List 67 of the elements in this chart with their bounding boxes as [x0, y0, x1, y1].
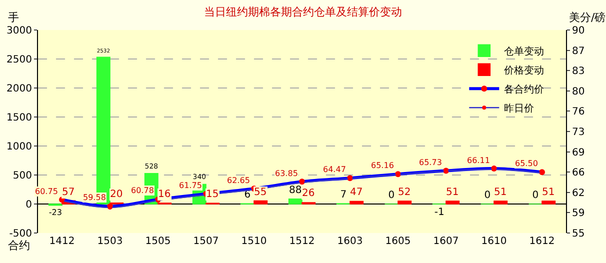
x-tick-label: 1412: [49, 236, 75, 247]
x-tick-label: 1603: [337, 236, 363, 247]
data-label: 65.16: [371, 161, 394, 170]
y-tick-label: 500: [12, 170, 32, 182]
x-tick-label: 1507: [193, 236, 219, 247]
x-tick-label: 1505: [145, 236, 171, 247]
y2-tick-label: 90: [572, 26, 585, 36]
legend-label: 昨日价: [504, 102, 534, 114]
data-label: 60.78: [131, 186, 154, 195]
data-label: 51: [494, 187, 507, 198]
y-tick-label: 0: [26, 200, 32, 210]
data-label: 51: [446, 187, 459, 198]
x-tick-label: 1607: [433, 236, 459, 247]
y2-tick-label: 62: [572, 188, 585, 199]
y2-tick-label: 66: [572, 168, 585, 179]
data-label: 63.85: [275, 169, 298, 178]
legend-label: 仓单变动: [504, 45, 544, 58]
data-label: 59.58: [83, 193, 106, 202]
legend-label: 价格变动: [503, 64, 544, 76]
data-label: 65.50: [515, 159, 538, 168]
data-label: 62.65: [227, 176, 250, 185]
chart-title: 当日纽约期棉各期合约仓单及结算价变动: [204, 6, 402, 19]
data-label: 60.75: [35, 187, 58, 196]
data-label: 66.11: [467, 156, 490, 165]
y-axis-title: 手: [8, 11, 19, 24]
data-label: 61.75: [179, 181, 202, 190]
y2-tick-label: 76: [572, 106, 585, 118]
data-label: 65.73: [419, 158, 442, 167]
data-label: 0: [388, 190, 395, 201]
x-tick-label: 1610: [481, 236, 507, 247]
data-label: 57: [62, 187, 75, 198]
data-label: 20: [110, 189, 123, 200]
data-label: 16: [158, 189, 171, 200]
data-label: 64.47: [323, 165, 346, 174]
data-label: 88: [289, 184, 302, 196]
x-tick-label: 1612: [529, 236, 555, 247]
data-label: -23: [48, 208, 62, 217]
y-tick-label: 2000: [6, 84, 32, 94]
y2-tick-label: 59: [572, 208, 585, 220]
y-tick-label: -500: [9, 228, 32, 240]
y-tick-label: 2500: [6, 54, 32, 66]
y-tick-label: 1000: [6, 142, 32, 152]
data-label: 26: [302, 188, 315, 199]
data-label: -1: [434, 207, 444, 218]
y2-tick-label: 87: [572, 46, 585, 57]
data-label: 0: [484, 190, 491, 201]
y2-tick-label: 55: [572, 228, 585, 240]
data-label: 52: [398, 187, 411, 198]
x-axis-title: 合约: [8, 239, 30, 252]
data-label: 7: [340, 190, 347, 201]
y2-tick-label: 80: [572, 86, 585, 98]
data-label: 15: [206, 189, 219, 200]
y-tick-label: 3000: [6, 26, 32, 36]
legend-label: 各合约价: [504, 83, 544, 96]
data-label: 47: [350, 187, 363, 198]
data-label: 0: [532, 190, 539, 201]
y2-axis-title: 美分/磅: [569, 11, 606, 24]
y2-tick-label: 69: [572, 147, 585, 158]
x-tick-label: 1503: [97, 236, 123, 247]
y2-tick-label: 83: [572, 66, 585, 78]
x-tick-label: 1510: [241, 236, 267, 247]
x-tick-label: 1512: [289, 236, 315, 247]
x-tick-label: 1605: [385, 236, 411, 247]
data-label: 51: [542, 187, 555, 198]
y2-tick-label: 73: [572, 127, 585, 138]
y-tick-label: 1500: [6, 112, 32, 124]
data-label: 55: [254, 187, 267, 198]
